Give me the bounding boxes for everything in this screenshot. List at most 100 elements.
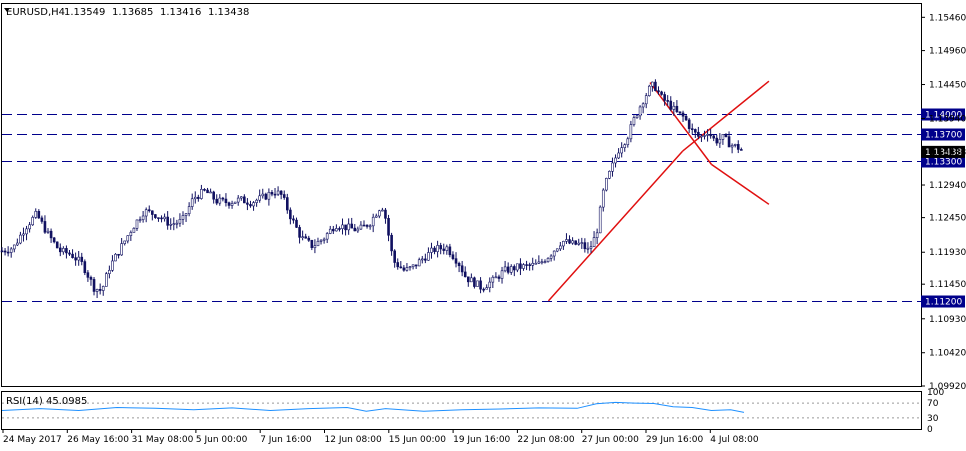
candle-body — [565, 239, 568, 242]
candle-body — [209, 191, 212, 194]
candle-body — [405, 267, 409, 271]
candle-body — [509, 266, 513, 273]
candle-body — [608, 171, 611, 179]
candle-body — [111, 260, 114, 271]
price-tick-label: 1.15460 — [929, 13, 966, 23]
candle-body — [258, 195, 261, 201]
level-label-bg — [921, 295, 965, 308]
trendline[interactable] — [710, 163, 770, 205]
candle-body — [335, 228, 338, 232]
header-low: 1.13416 — [160, 7, 201, 18]
candle-body — [574, 240, 577, 245]
candle-body — [147, 209, 151, 212]
time-tick-label: 15 Jun 00:00 — [389, 435, 446, 445]
candle-body — [43, 221, 47, 233]
trendline[interactable] — [649, 82, 713, 165]
candle-body — [22, 233, 25, 236]
candle-body — [479, 280, 482, 290]
time-tick-label: 4 Jul 08:00 — [710, 435, 759, 445]
candle-body — [374, 215, 378, 218]
level-label: 1.11200 — [925, 298, 962, 308]
candle-body — [390, 234, 393, 252]
candle-body — [485, 287, 488, 290]
candle-body — [724, 134, 728, 137]
candle-body — [491, 276, 495, 283]
candle-body — [120, 243, 123, 256]
candle-body — [46, 230, 50, 233]
candle-body — [359, 224, 363, 230]
candle-body — [589, 246, 593, 249]
candle-body — [95, 289, 99, 292]
candle-body — [239, 196, 243, 199]
candle-body — [6, 251, 10, 254]
candle-body — [528, 264, 531, 266]
dropdown-arrow-icon[interactable] — [4, 8, 10, 12]
candle-body — [454, 258, 458, 264]
candle-body — [37, 211, 41, 219]
candle-body — [399, 266, 403, 269]
candle-body — [227, 202, 231, 206]
price-tick-label: 1.11450 — [929, 280, 966, 290]
candle-body — [28, 224, 31, 230]
candle-body — [476, 280, 479, 287]
candle-body — [197, 196, 200, 199]
candle-body — [114, 253, 117, 262]
candle-body — [313, 245, 317, 249]
candle-body — [19, 234, 22, 244]
candle-body — [295, 219, 298, 228]
candle-body — [65, 248, 68, 254]
candle-body — [157, 217, 160, 219]
price-tick-label: 1.11930 — [929, 248, 966, 258]
candle-body — [638, 106, 642, 117]
price-tick-label: 1.12940 — [929, 181, 966, 191]
trendline[interactable] — [547, 150, 684, 302]
candle-body — [595, 232, 599, 238]
candle-body — [282, 194, 286, 198]
candle-body — [163, 216, 166, 220]
rsi-tick-label: 70 — [927, 399, 939, 409]
candle-body — [0, 250, 4, 253]
rsi-series — [1, 401, 921, 419]
level-label: 1.13700 — [925, 131, 962, 141]
candle-body — [285, 197, 289, 211]
candle-body — [172, 223, 176, 226]
candle-body — [654, 81, 657, 91]
candle-body — [9, 248, 13, 253]
candle-body — [525, 264, 528, 266]
candle-body — [71, 253, 74, 258]
candle-body — [562, 240, 565, 247]
candle-body — [424, 258, 427, 261]
candle-body — [675, 105, 679, 113]
candle-body — [414, 264, 418, 267]
price-tick-label: 1.13438 — [929, 148, 966, 158]
candle-body — [506, 266, 510, 273]
candle-body — [632, 117, 636, 125]
candle-body — [740, 149, 743, 151]
candle-body — [356, 228, 360, 232]
candle-body — [442, 248, 446, 251]
candle-body — [417, 259, 421, 267]
candle-body — [672, 105, 676, 110]
candle-body — [292, 218, 295, 221]
candle-body — [384, 209, 387, 219]
candle-body — [353, 227, 357, 232]
candle-body — [586, 247, 590, 250]
candle-body — [381, 209, 384, 212]
candle-body — [123, 240, 127, 244]
rsi-label: RSI(14) 45.0985 — [6, 396, 87, 407]
candle-body — [583, 242, 587, 250]
candle-body — [338, 228, 341, 230]
candle-body — [368, 225, 372, 228]
candle-body — [513, 266, 516, 271]
trendline[interactable] — [682, 80, 770, 152]
main-plot-frame — [1, 3, 922, 387]
candle-body — [190, 198, 194, 207]
candle-body — [736, 144, 740, 150]
candle-body — [178, 219, 182, 224]
candle-body — [264, 193, 268, 200]
candle-body — [531, 262, 535, 266]
time-tick-label: 5 Jun 00:00 — [196, 435, 248, 445]
price-tick-label: 1.13940 — [929, 114, 966, 124]
